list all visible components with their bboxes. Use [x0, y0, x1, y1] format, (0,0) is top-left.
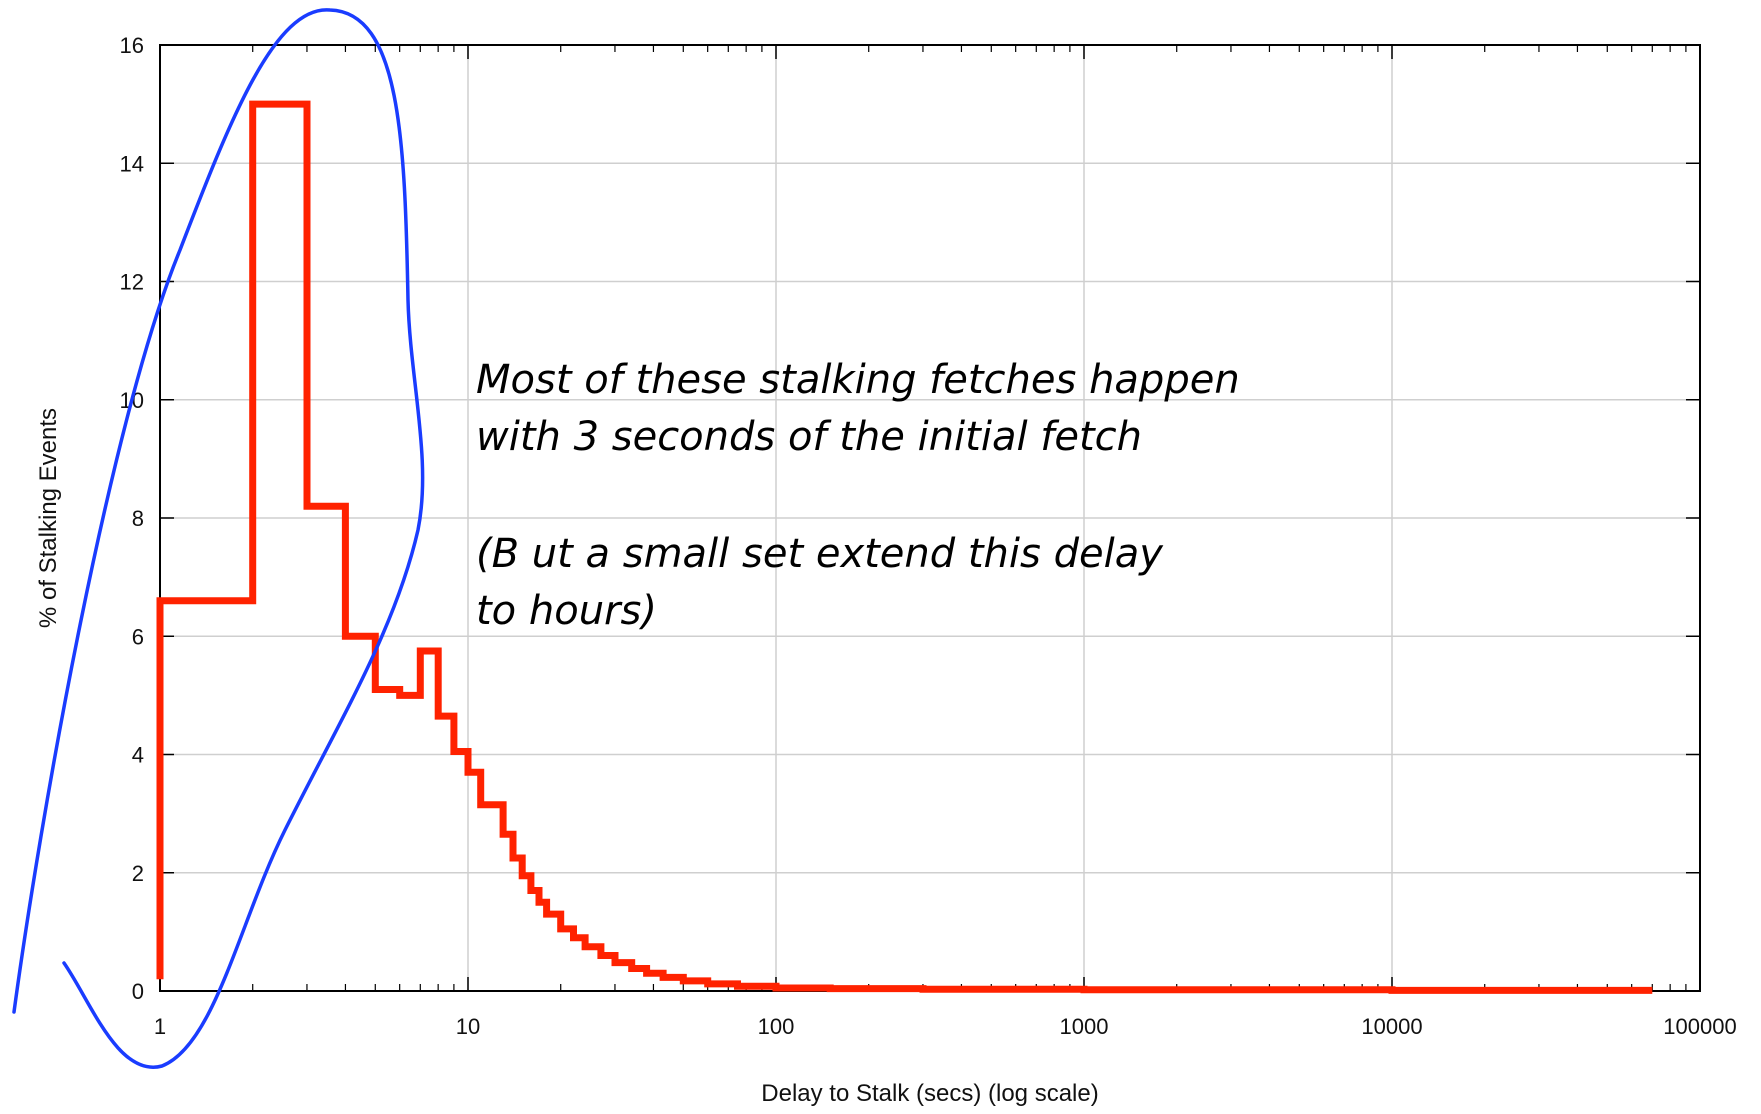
y-tick-label: 4	[132, 743, 144, 768]
y-tick-label: 12	[120, 270, 144, 295]
highlight-loop	[12, 8, 425, 1069]
x-tick-label: 100	[758, 1014, 795, 1039]
x-tick-label: 1	[154, 1014, 166, 1039]
x-tick-label: 10000	[1361, 1014, 1422, 1039]
y-tick-label: 2	[132, 861, 144, 886]
y-tick-label: 8	[132, 506, 144, 531]
y-tick-label: 14	[120, 151, 144, 176]
y-tick-label: 0	[132, 979, 144, 1004]
annotation-line-4: to hours)	[476, 588, 657, 634]
x-tick-label: 1000	[1060, 1014, 1109, 1039]
annotation-note: Most of these stalking fetches happen wi…	[476, 357, 1240, 634]
series-line	[156, 100, 1653, 994]
annotation-line-1: Most of these stalking fetches happen	[476, 357, 1240, 403]
x-tick-label: 100000	[1663, 1014, 1736, 1039]
x-axis-label: Delay to Stalk (secs) (log scale)	[761, 1080, 1098, 1107]
x-tick-label: 10	[456, 1014, 480, 1039]
annotation-line-2: with 3 seconds of the initial fetch	[476, 414, 1142, 460]
y-tick-label: 6	[132, 624, 144, 649]
y-axis-label: % of Stalking Events	[35, 408, 62, 628]
annotation-line-3: (B ut a small set extend this delay	[476, 531, 1164, 577]
grid-lines	[160, 45, 1700, 991]
y-tick-label: 16	[120, 33, 144, 58]
